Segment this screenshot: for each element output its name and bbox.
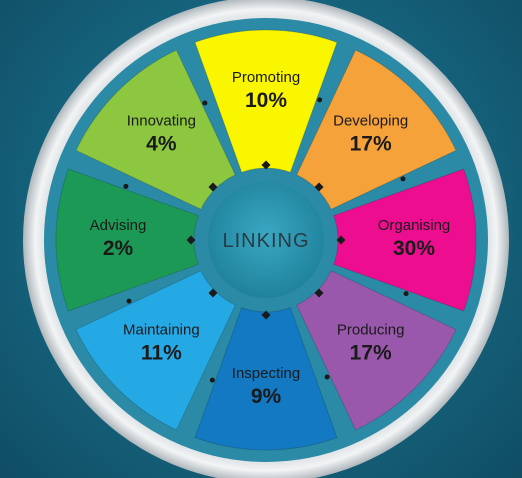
segment-value-producing: 17% [350,342,392,365]
segment-label-maintaining: Maintaining [123,322,200,339]
segment-promoting: Promoting 10% [194,29,338,173]
connector-dot-advising [123,183,129,189]
segment-shape-innovating [75,49,236,210]
segment-value-organising: 30% [393,237,435,260]
segment-value-promoting: 10% [245,89,287,112]
connector-dot-organising [403,291,409,297]
connector-diamond-maintaining [208,288,218,298]
segment-inspecting: Inspecting 9% [194,307,338,451]
segment-advising: Advising 2% [55,168,199,312]
segment-value-inspecting: 9% [251,385,282,408]
segment-shape-maintaining [75,270,236,431]
segment-innovating: Innovating 4% [75,49,236,210]
segment-label-promoting: Promoting [232,69,300,86]
segment-value-maintaining: 11% [141,342,182,365]
connector-diamond-inspecting [261,310,271,320]
connector-diamond-promoting [261,160,271,170]
connector-diamond-organising [336,235,346,245]
segment-label-advising: Advising [90,217,147,234]
segment-shape-promoting [194,29,338,173]
connector-dot-inspecting [209,377,215,383]
segment-label-innovating: Innovating [127,112,196,129]
segment-value-developing: 17% [350,132,392,155]
segment-label-developing: Developing [333,112,408,129]
segment-shape-advising [55,168,199,312]
segment-label-organising: Organising [378,217,451,234]
segment-label-inspecting: Inspecting [232,365,300,382]
segment-value-innovating: 4% [146,132,177,155]
center-label: LINKING [222,230,309,252]
segment-developing: Developing 17% [296,49,457,210]
segment-shape-developing [296,49,457,210]
segment-shape-producing [296,270,457,431]
connector-dot-producing [324,374,330,380]
connectors-group [123,97,409,383]
center-hub [208,182,324,298]
connector-dot-maintaining [126,298,132,304]
connector-diamond-developing [314,182,324,192]
connector-diamond-advising [186,235,196,245]
connector-diamond-producing [314,288,324,298]
segment-label-producing: Producing [337,322,405,339]
segment-shape-inspecting [194,307,338,451]
connector-dot-promoting [317,97,323,103]
segment-producing: Producing 17% [296,270,457,431]
segment-maintaining: Maintaining 11% [75,270,236,431]
segment-organising: Organising 30% [333,168,477,312]
connector-diamond-innovating [208,182,218,192]
connector-dot-innovating [202,100,208,106]
connector-dot-developing [400,176,406,182]
segments-group: Promoting 10% Developing 17% Organising 30% Pr… [55,29,477,451]
segment-value-advising: 2% [103,237,134,260]
segment-shape-organising [333,168,477,312]
